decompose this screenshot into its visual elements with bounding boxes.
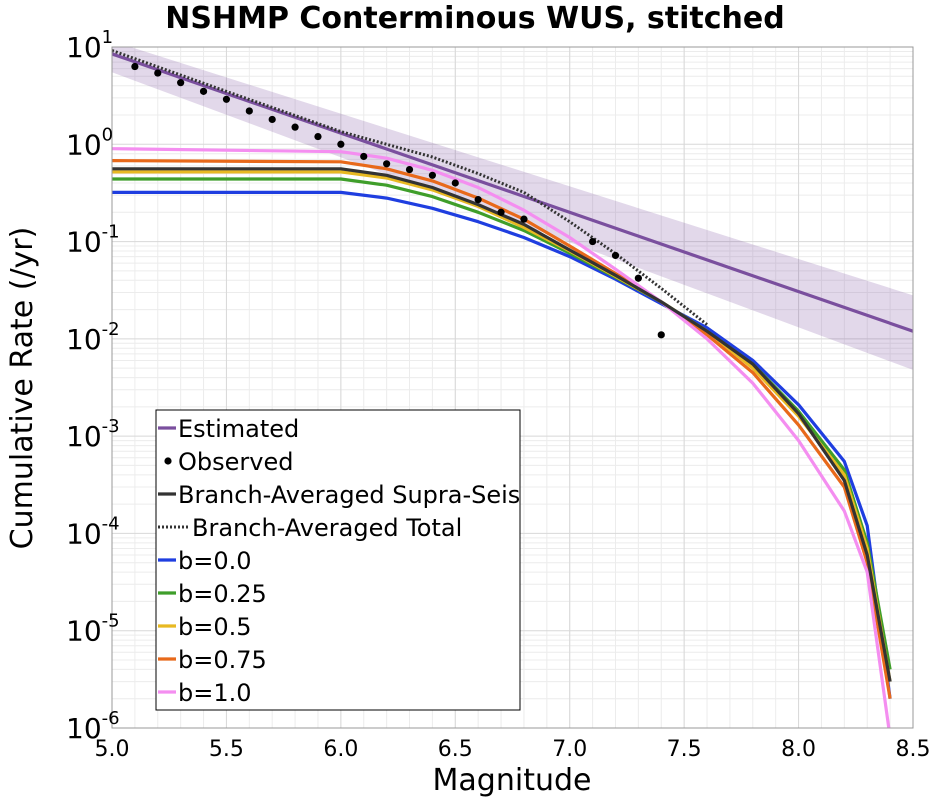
observed-point: [177, 79, 185, 87]
observed-point: [268, 115, 276, 124]
observed-point: [222, 95, 231, 103]
x-tick-label: 8.5: [896, 737, 931, 762]
legend-b-1-0: b=1.0: [158, 679, 252, 707]
series-observed: [131, 62, 665, 339]
x-tick-label: 6.5: [438, 737, 473, 762]
plot-frame: [111, 46, 914, 729]
legend-box: [155, 409, 521, 711]
y-tick-label: 10-5: [66, 611, 120, 648]
observed-point: [634, 274, 642, 282]
y-tick-label: 10-6: [66, 708, 120, 745]
legend: Estimated Observed Branch-Averaged Supra-S…: [155, 409, 521, 711]
legend-b-0-75: b=0.75: [158, 646, 267, 674]
y-tick-label: 10-1: [66, 222, 120, 259]
legend-b-0-25: b=0.25: [158, 580, 267, 608]
x-tick-label: 7.5: [667, 737, 702, 762]
observed-point: [131, 62, 139, 71]
observed-point: [360, 152, 368, 161]
series-b-0-0: [112, 190, 892, 699]
legend-label: b=0.75: [178, 646, 267, 674]
legend-label: b=0.0: [178, 547, 252, 575]
observed-point: [291, 123, 299, 131]
legend-estimated: Estimated: [158, 415, 299, 443]
observed-point: [657, 331, 665, 339]
legend-observed: Observed: [164, 448, 293, 476]
observed-point: [474, 196, 482, 204]
observed-point: [154, 69, 162, 77]
observed-point: [383, 160, 391, 168]
y-tick-label: 101: [66, 27, 113, 64]
observed-point: [314, 132, 322, 141]
legend-b-0-5: b=0.5: [158, 613, 252, 641]
observed-point: [428, 171, 436, 179]
observed-point: [451, 179, 459, 187]
observed-point: [611, 251, 620, 260]
x-tick-label: 7.0: [552, 737, 587, 762]
observed-point: [520, 215, 528, 223]
legend-label: Estimated: [178, 415, 299, 443]
y-tick-label: 100: [66, 124, 113, 161]
legend-label: b=0.25: [178, 580, 267, 608]
series-estimated: [112, 52, 913, 333]
legend-label: Observed: [178, 448, 293, 476]
series-branch-averaged-total: [112, 49, 708, 326]
legend-branch-averaged-total: Branch-Averaged Total: [158, 514, 462, 542]
observed-point: [405, 165, 414, 174]
y-axis-label: Cumulative Rate (/yr): [5, 227, 40, 550]
estimated-band: [112, 47, 913, 370]
legend-label: Branch-Averaged Supra-Seis: [178, 481, 520, 509]
series-branch-averaged-supra-seis: [112, 167, 892, 682]
x-axis-label: Magnitude: [433, 763, 592, 798]
legend-marker: [164, 457, 172, 465]
y-tick-label: 10-3: [66, 416, 120, 453]
observed-point: [199, 87, 208, 95]
observed-point: [589, 237, 597, 246]
y-tick-label: 10-4: [66, 513, 120, 550]
y-tick-label: 10-2: [66, 319, 120, 356]
x-tick-label: 6.0: [323, 737, 358, 762]
legend-label: b=1.0: [178, 679, 252, 707]
x-tick-label: 8.0: [781, 737, 816, 762]
series-b-1-0: [112, 147, 891, 728]
legend-branch-averaged-supra-seis: Branch-Averaged Supra-Seis: [158, 481, 520, 509]
observed-point: [497, 208, 505, 216]
observed-point: [337, 140, 345, 148]
x-tick-label: 5.0: [95, 737, 130, 762]
observed-point: [245, 107, 253, 115]
chart-title: NSHMP Conterminous WUS, stitched: [165, 1, 784, 36]
series-group: [112, 47, 913, 728]
x-tick-label: 5.5: [209, 737, 244, 762]
legend-label: b=0.5: [178, 613, 252, 641]
legend-label: Branch-Averaged Total: [192, 514, 462, 542]
legend-b-0-0: b=0.0: [158, 547, 252, 575]
